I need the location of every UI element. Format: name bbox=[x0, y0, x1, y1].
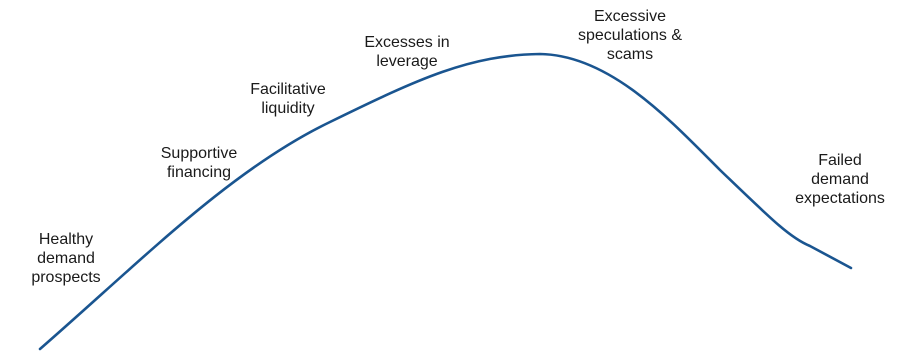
stage-label-failed-demand-expectations: Failed demand expectations bbox=[795, 152, 885, 207]
stage-label-healthy-demand-prospects: Healthy demand prospects bbox=[31, 231, 101, 286]
cycle-curve bbox=[38, 52, 853, 351]
stage-label-excesses-in-leverage: Excesses in leverage bbox=[364, 34, 450, 70]
stage-label-excessive-speculations-scams: Excessive speculations & scams bbox=[577, 8, 683, 63]
stage-label-supportive-financing: Supportive financing bbox=[160, 145, 238, 181]
stage-label-facilitative-liquidity: Facilitative liquidity bbox=[250, 81, 326, 117]
